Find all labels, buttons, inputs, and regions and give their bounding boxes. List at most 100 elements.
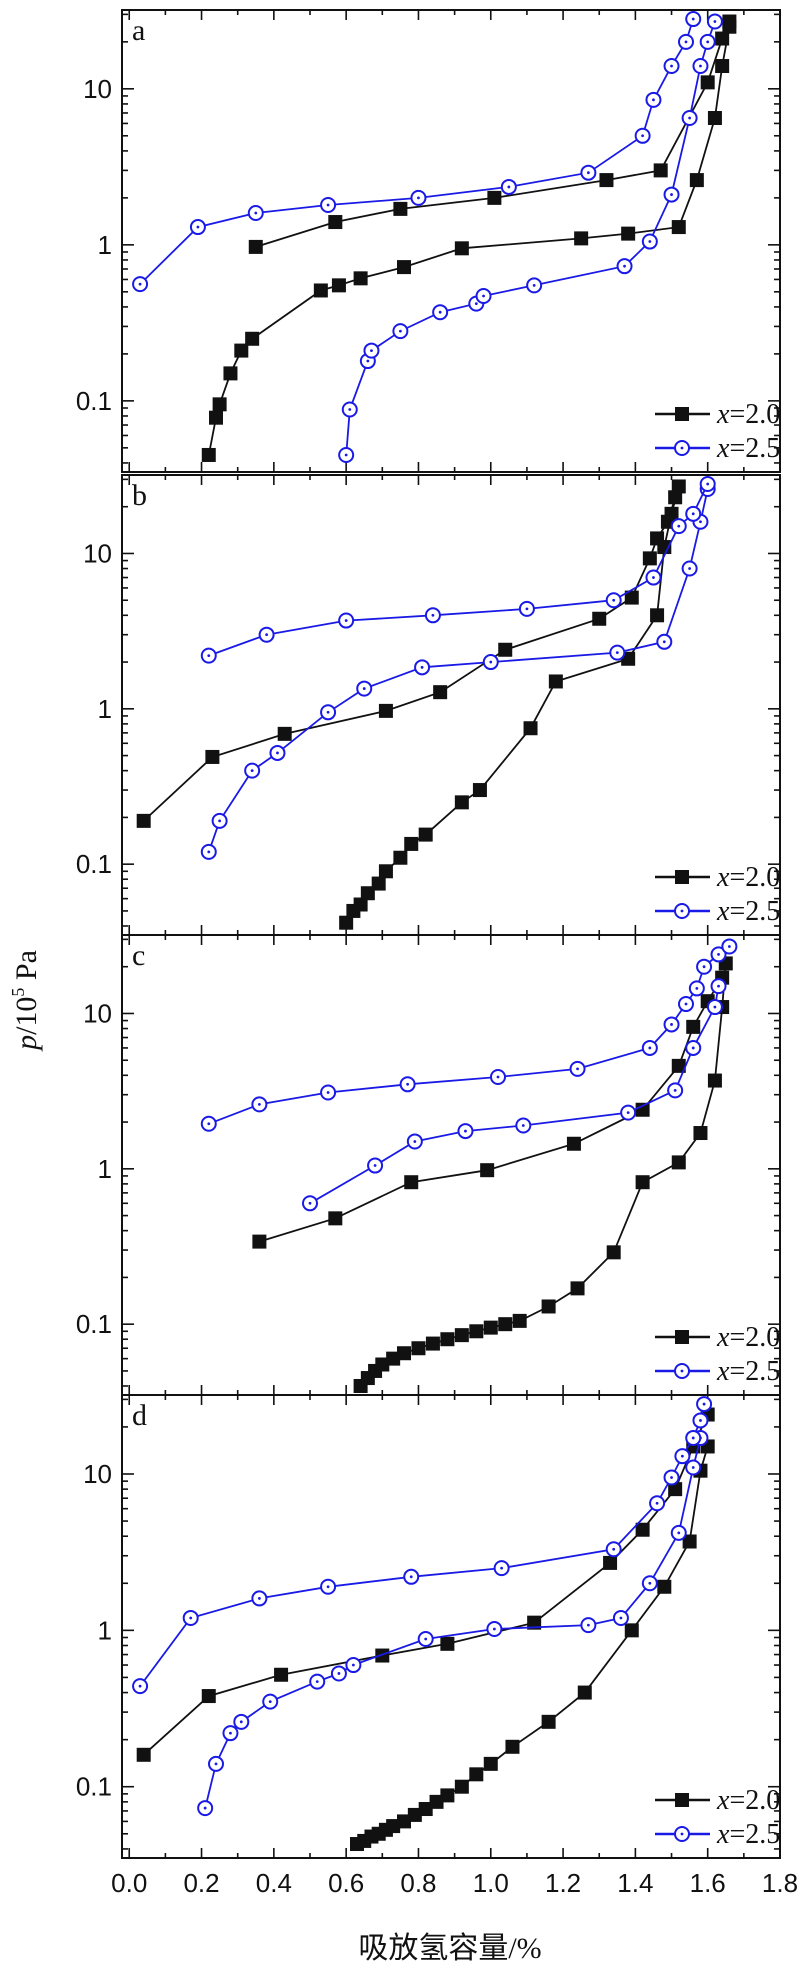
- data-point-dot: [398, 329, 402, 333]
- data-point-dot: [138, 282, 142, 286]
- data-point-square: [404, 1175, 419, 1190]
- data-point-square: [624, 590, 639, 605]
- data-point-square: [404, 836, 419, 851]
- panel-frame: [121, 1394, 781, 1859]
- data-point-dot: [438, 310, 442, 314]
- data-point-square: [371, 876, 386, 891]
- data-point-dot: [366, 359, 370, 363]
- x-tick-label: 0.4: [256, 1868, 292, 1898]
- data-point-square: [223, 366, 238, 381]
- y-tick-label: 1: [98, 1154, 112, 1184]
- data-point-dot: [326, 1091, 330, 1094]
- data-point-dot: [691, 1466, 695, 1469]
- data-point-square: [671, 1058, 686, 1073]
- data-point-dot: [424, 1637, 428, 1641]
- data-point-dot: [612, 598, 616, 602]
- data-point-dot: [373, 1164, 377, 1167]
- legend-label-x20: x=2.0: [716, 1785, 780, 1816]
- y-tick-label: 10: [83, 998, 112, 1028]
- data-point-dot: [348, 408, 352, 411]
- data-point-square: [606, 1245, 621, 1260]
- data-point-dot: [409, 1575, 413, 1579]
- data-point-square: [715, 31, 730, 46]
- data-point-dot: [326, 710, 330, 714]
- panel-b: 0.1 1 10 b x=2.0x=2.5: [76, 474, 781, 936]
- data-point-square: [498, 1317, 513, 1332]
- data-point-square: [418, 1802, 433, 1817]
- data-point-dot: [344, 453, 348, 457]
- data-point-dot: [464, 1129, 467, 1133]
- data-point-dot: [702, 965, 706, 969]
- data-point-dot: [670, 1476, 673, 1479]
- data-point-square: [700, 75, 715, 90]
- data-point-square: [541, 1714, 556, 1729]
- data-point-square: [393, 201, 408, 216]
- data-layer: [132, 11, 737, 463]
- data-point-square: [386, 1819, 401, 1834]
- data-point-square: [653, 163, 668, 178]
- series-line-x=2.5-absorption: [309, 985, 720, 1205]
- data-point-square: [548, 674, 563, 689]
- data-point-square: [433, 685, 448, 700]
- data-point-dot: [239, 1720, 243, 1724]
- data-point-square: [328, 215, 343, 230]
- data-point-dot: [344, 619, 348, 622]
- data-point-dot: [337, 1672, 341, 1675]
- data-point-dot: [326, 1585, 330, 1589]
- data-point-dot: [691, 1046, 695, 1050]
- data-point-square: [715, 59, 730, 74]
- series-line-x=2.5-desorption: [208, 483, 709, 657]
- legend-marker-square: [675, 1793, 689, 1807]
- data-point-dot: [203, 1806, 207, 1810]
- data-point-dot: [626, 1111, 630, 1115]
- data-point-square: [454, 1779, 469, 1794]
- panel-d: 0.1 1 10 d x=2.0x=2.5 0.0 0.2 0.4 0.6 0.8 1.0 1.2 1.…: [76, 1394, 798, 1898]
- data-point-dot: [482, 294, 485, 298]
- y-axis-title: p/105 Pa: [8, 950, 43, 1052]
- x-tick-label: 1.2: [545, 1868, 581, 1898]
- data-point-dot: [677, 1531, 681, 1535]
- panel-letter: a: [132, 14, 145, 47]
- legend-marker-dot: [680, 446, 684, 450]
- data-point-square: [487, 190, 502, 205]
- data-point-dot: [717, 953, 720, 956]
- data-point-dot: [189, 1616, 193, 1620]
- data-point-square: [397, 1814, 411, 1829]
- data-point-square: [689, 173, 704, 188]
- data-point-square: [671, 1155, 686, 1170]
- data-point-square: [469, 1324, 484, 1339]
- legend-label-x20: x=2.0: [716, 862, 780, 893]
- data-point-square: [570, 1281, 585, 1296]
- data-point-dot: [326, 203, 330, 207]
- data-point-square: [205, 749, 220, 764]
- data-point-square: [440, 1636, 455, 1651]
- data-point-dot: [586, 171, 590, 175]
- data-point-dot: [496, 1075, 500, 1079]
- data-point-square: [671, 220, 686, 235]
- data-point-square: [480, 1163, 495, 1178]
- data-point-square: [397, 1346, 411, 1361]
- data-point-dot: [680, 1454, 684, 1458]
- panel-letter: b: [132, 479, 147, 512]
- data-point-dot: [691, 512, 695, 516]
- data-point-square: [245, 331, 260, 346]
- data-point-dot: [691, 1436, 695, 1440]
- data-point-dot: [717, 984, 720, 988]
- x-tick-label: 1.6: [690, 1868, 726, 1898]
- legend: x=2.0x=2.5: [655, 1785, 780, 1850]
- data-point-square: [425, 1336, 440, 1351]
- data-point-dot: [699, 520, 702, 524]
- panel-letter: d: [132, 1399, 147, 1432]
- data-point-square: [328, 1211, 343, 1226]
- data-point-square: [375, 1357, 390, 1372]
- data-point-dot: [207, 654, 211, 658]
- data-point-dot: [670, 193, 673, 196]
- data-point-square: [505, 1739, 520, 1754]
- data-point-dot: [265, 633, 269, 637]
- data-point-dot: [706, 40, 710, 44]
- y-tick-label: 1: [98, 694, 112, 724]
- legend: x=2.0x=2.5: [655, 1322, 780, 1387]
- series-line-x=2.0-desorption: [255, 21, 731, 248]
- legend-label-x25: x=2.5: [716, 1819, 780, 1850]
- y-tick-label: 0.1: [76, 386, 112, 416]
